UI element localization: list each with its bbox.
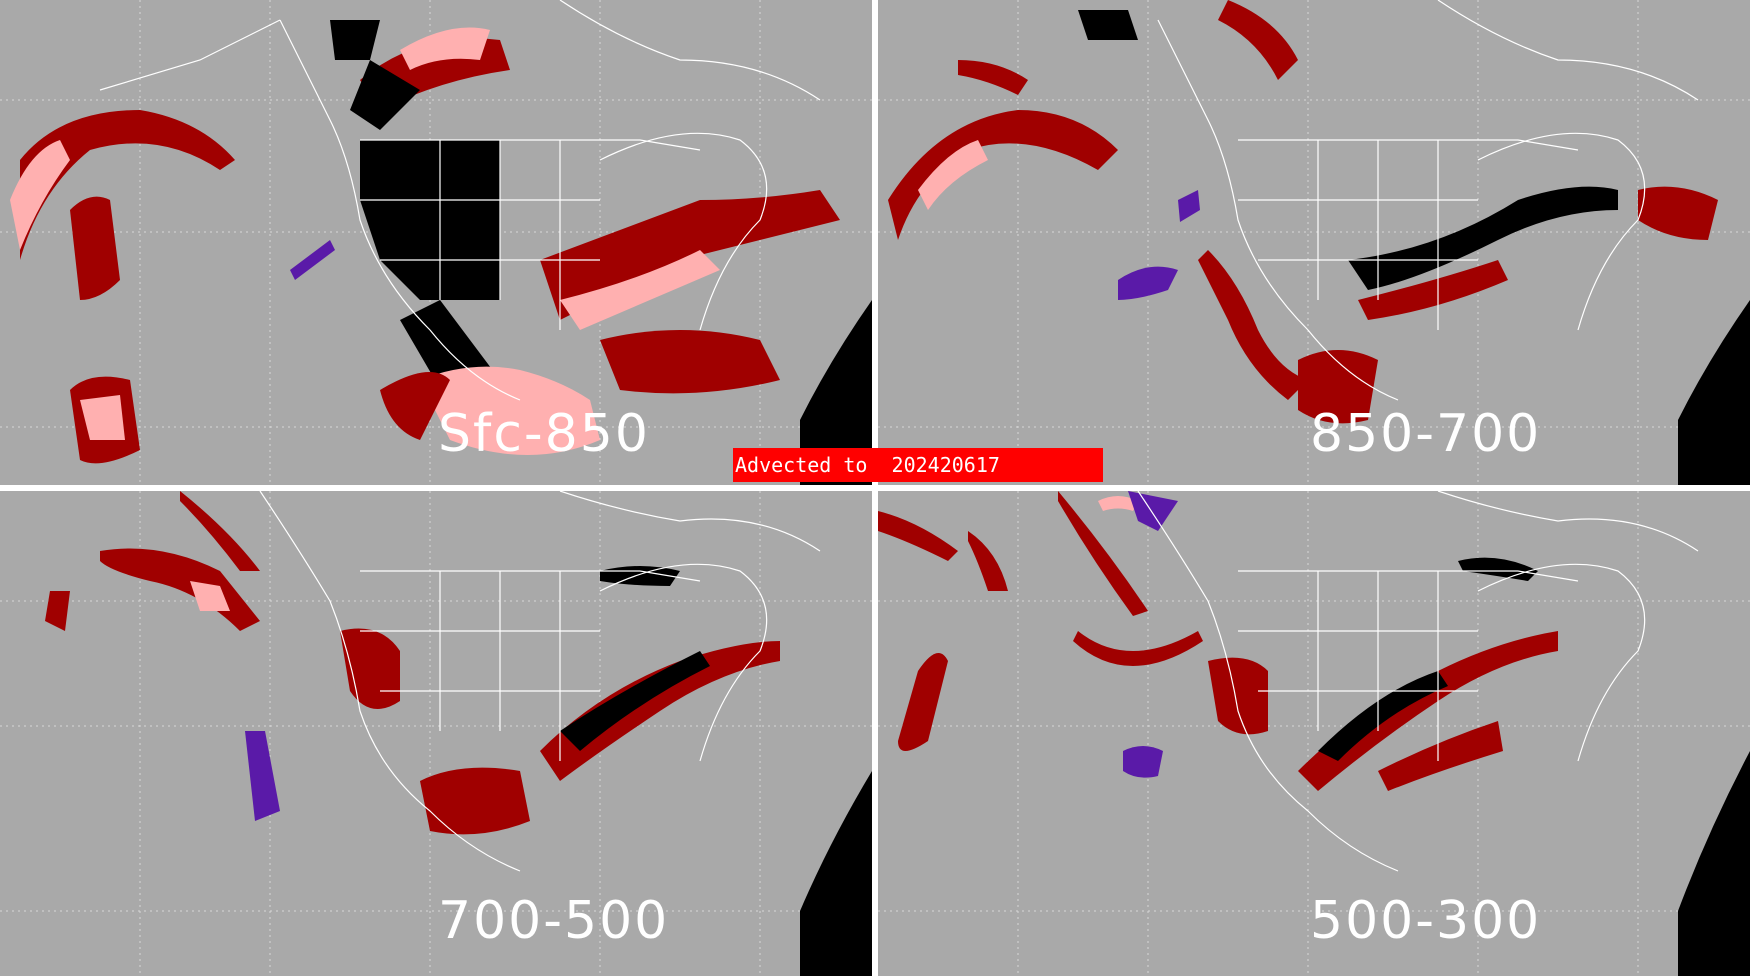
advected-banner: Advected to 202420617 [733,448,1103,482]
panel-700-500: 700-500 [0,491,872,976]
map-500-300 [878,491,1750,976]
panel-850-700: 850-700 [878,0,1750,485]
map-850-700 [878,0,1750,485]
panel-500-300: 500-300 [878,491,1750,976]
map-sfc-850 [0,0,872,485]
layer-label: 850-700 [1310,404,1542,464]
horizontal-divider [0,485,1750,491]
layer-label: 500-300 [1310,891,1542,951]
layer-label: 700-500 [438,891,670,951]
map-700-500 [0,491,872,976]
layer-label: Sfc-850 [438,404,650,464]
panel-sfc-850: Sfc-850 [0,0,872,485]
